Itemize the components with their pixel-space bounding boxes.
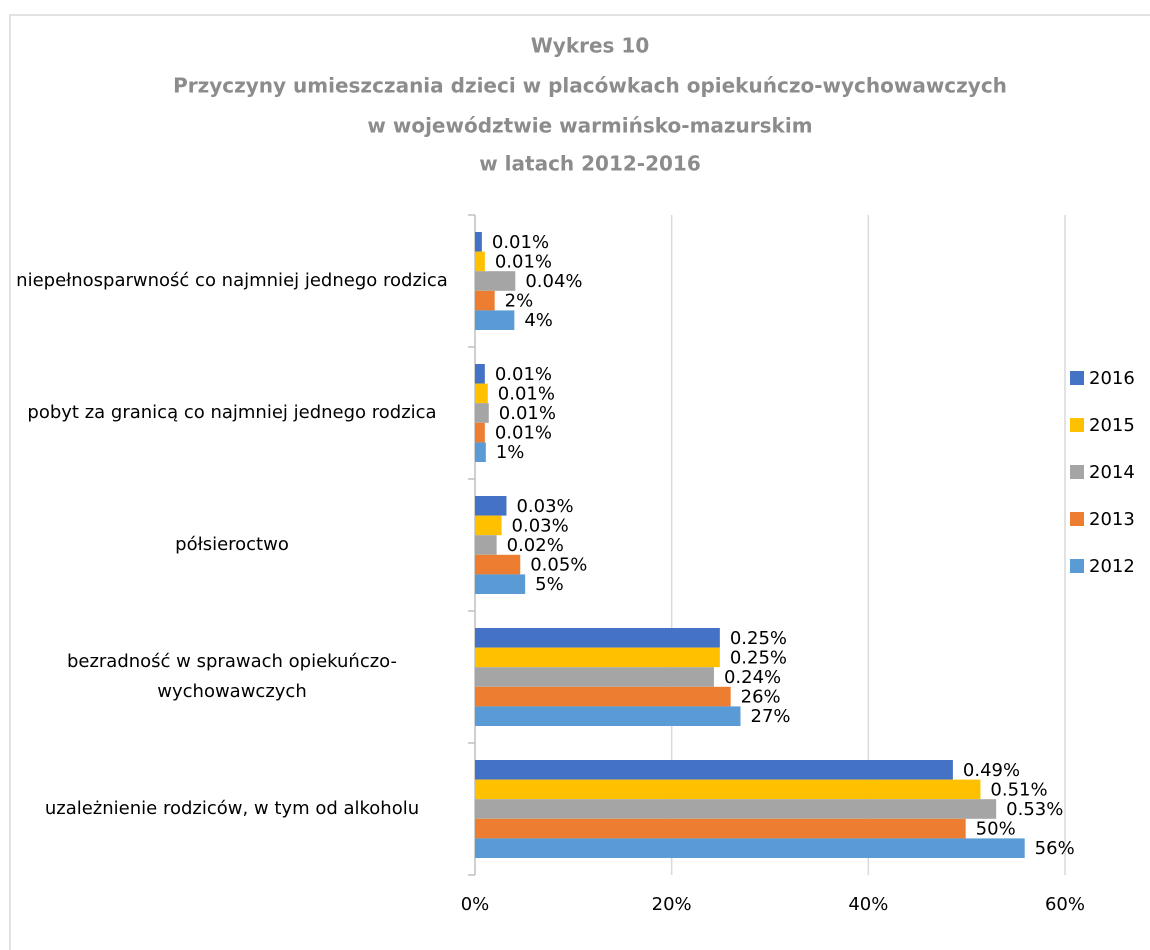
data-label: 0.05%	[530, 555, 587, 576]
x-tick-label: 40%	[848, 894, 888, 915]
bar	[475, 818, 966, 839]
data-label: 0.53%	[1006, 799, 1063, 820]
legend-swatch	[1070, 371, 1084, 385]
category-label: pobyt za granicą co najmniej jednego rod…	[27, 402, 437, 423]
bar	[475, 799, 997, 819]
bar	[475, 760, 953, 780]
bar	[475, 383, 488, 404]
data-label: 0.02%	[507, 535, 564, 556]
data-label: 50%	[976, 819, 1016, 840]
legend-label: 2012	[1089, 556, 1135, 577]
x-tick-label: 0%	[461, 894, 490, 915]
legend-swatch	[1070, 512, 1084, 526]
legend-label: 2016	[1089, 368, 1135, 389]
data-label: 0.25%	[730, 628, 787, 649]
x-tick-label: 20%	[652, 894, 692, 915]
legend-label: 2015	[1089, 415, 1135, 436]
x-tick-label: 60%	[1045, 894, 1085, 915]
frame	[9, 14, 1150, 950]
bar	[475, 838, 1025, 858]
bar	[475, 442, 486, 462]
legend-swatch	[1070, 559, 1084, 573]
category-label: uzależnienie rodziców, w tym od alkoholu	[44, 798, 420, 819]
data-label: 0.24%	[724, 667, 781, 688]
data-label: 0.01%	[495, 251, 552, 272]
bar	[475, 364, 485, 384]
data-label: 26%	[741, 687, 781, 708]
bar	[475, 647, 720, 668]
chart-title: Przyczyny umieszczania dzieci w placówka…	[173, 74, 1007, 98]
data-label: 0.01%	[492, 232, 549, 253]
bar	[475, 496, 507, 516]
bar	[475, 515, 502, 536]
chart-title: w województwie warmińsko-mazurskim	[367, 114, 812, 138]
bar	[475, 574, 526, 594]
data-label: 0.01%	[495, 364, 552, 385]
data-label: 0.01%	[495, 423, 552, 444]
bar	[475, 232, 482, 252]
data-label: 0.04%	[525, 271, 582, 292]
bar	[475, 290, 495, 311]
category-label: półsieroctwo	[175, 534, 289, 555]
data-label: 5%	[535, 574, 564, 595]
chart-title: w latach 2012-2016	[479, 152, 701, 176]
data-label: 4%	[524, 310, 553, 331]
category-label: bezradność w sprawach opiekuńczo-wychowa…	[66, 651, 398, 702]
data-label: 0.03%	[512, 515, 569, 536]
data-label: 0.01%	[498, 383, 555, 404]
data-label: 56%	[1035, 838, 1075, 859]
bar	[475, 667, 714, 687]
chart-title: Wykres 10	[531, 34, 650, 58]
bar	[475, 686, 731, 707]
legend-swatch	[1070, 418, 1084, 432]
data-label: 2%	[505, 291, 534, 312]
bar	[475, 403, 489, 423]
bar	[475, 779, 981, 800]
legend-swatch	[1070, 465, 1084, 479]
bar	[475, 422, 485, 443]
category-label: niepełnosparwność co najmniej jednego ro…	[16, 270, 448, 291]
data-label: 1%	[496, 442, 525, 463]
bar	[475, 310, 515, 330]
bar	[475, 535, 497, 555]
data-label: 0.51%	[990, 779, 1047, 800]
data-label: 0.01%	[499, 403, 556, 424]
bar	[475, 271, 516, 291]
data-label: 0.25%	[730, 647, 787, 668]
data-label: 27%	[751, 706, 791, 727]
bar	[475, 706, 741, 726]
bar	[475, 628, 720, 648]
data-label: 0.03%	[516, 496, 573, 517]
bar	[475, 554, 521, 575]
legend-label: 2013	[1089, 509, 1135, 530]
bar	[475, 251, 485, 272]
legend-label: 2014	[1089, 462, 1135, 483]
data-label: 0.49%	[963, 760, 1020, 781]
